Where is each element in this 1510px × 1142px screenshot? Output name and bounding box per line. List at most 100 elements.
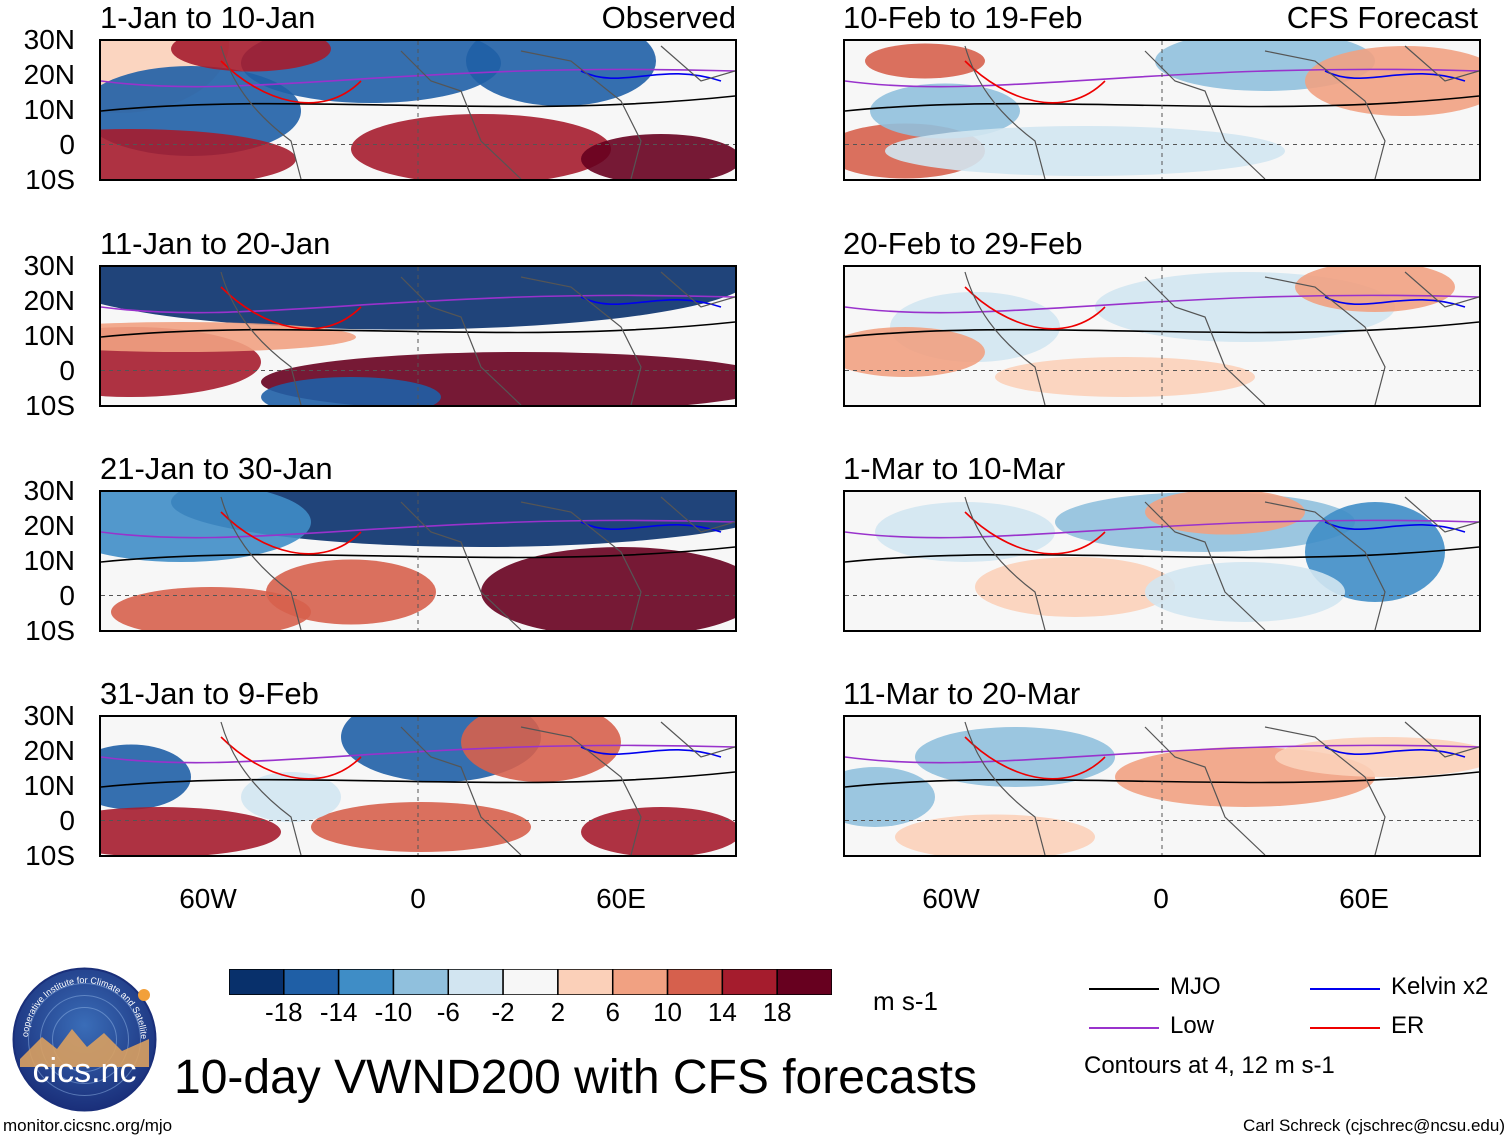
legend-line-er [1310, 1027, 1380, 1029]
colorbar-box [721, 969, 778, 995]
logo-ring-text: Cooperative Institute for Climate and Sa… [12, 967, 149, 1039]
contour-note: Contours at 4, 12 m s-1 [1084, 1052, 1335, 1079]
map-field [99, 265, 737, 407]
legend-label-kelvin: Kelvin x2 [1391, 973, 1489, 1000]
anomaly-region [581, 807, 735, 855]
contour-line [964, 736, 1106, 780]
colorbar-tick-label: -14 [319, 997, 358, 1027]
contour-line [1324, 521, 1466, 533]
contour-line [580, 296, 722, 308]
legend-line-mjo [1089, 988, 1159, 990]
column-label-forecast: CFS Forecast [1286, 0, 1478, 35]
anomaly-region [885, 126, 1285, 176]
map-field [99, 715, 737, 857]
legend-label-low: Low [1170, 1012, 1215, 1039]
contour-line [220, 511, 362, 555]
contour-line [580, 521, 722, 533]
chart-title: 10-day VWND200 with CFS forecasts [174, 1051, 977, 1104]
contour-line [964, 60, 1106, 104]
map-field [843, 39, 1481, 181]
contour-line [220, 286, 362, 330]
logo-text: cics.nc [32, 1052, 137, 1090]
panel-title: 11-Jan to 20-Jan [100, 226, 331, 261]
y-tick-label: 10N [23, 545, 75, 576]
anomaly-region [895, 814, 1095, 855]
colorbar-tick-label: -2 [491, 997, 515, 1027]
colorbar-box [229, 969, 285, 995]
contour-line [845, 321, 1479, 338]
x-tick-label: 0 [1153, 883, 1169, 914]
y-tick-label: 0 [59, 355, 75, 386]
panel-title: 21-Jan to 30-Jan [100, 451, 333, 486]
anomaly-region [311, 802, 531, 852]
anomaly-region [995, 357, 1255, 397]
legend-label-mjo: MJO [1170, 973, 1221, 1000]
contour-line [964, 286, 1106, 330]
y-tick-label: 30N [23, 700, 75, 731]
contour-line [1324, 296, 1466, 308]
anomaly-region [101, 807, 281, 855]
contour-line [101, 294, 735, 314]
colorbar-box [283, 969, 340, 995]
colorbar-tick-label: 14 [707, 997, 737, 1027]
y-tick-label: 10S [25, 840, 75, 871]
colorbar-tick-label: -6 [436, 997, 460, 1027]
footer-url: monitor.cicsnc.org/mjo [3, 1116, 173, 1135]
anomaly-region [261, 377, 441, 405]
anomaly-region [101, 129, 296, 179]
x-tick-label: 0 [410, 883, 426, 914]
colorbar-box [776, 969, 832, 995]
cics-logo: cics.nc Cooperative Institute for Climat… [12, 967, 157, 1112]
contour-line [101, 321, 735, 338]
anomaly-region [875, 502, 1055, 562]
colorbar-tick-label: -10 [374, 997, 413, 1027]
colorbar-tick-label: -18 [265, 997, 303, 1027]
map-field [99, 490, 737, 632]
anomaly-region [466, 41, 656, 106]
map-field [99, 39, 737, 181]
x-tick-label: 60E [596, 883, 646, 914]
svg-text:Cooperative Institute for Clim: Cooperative Institute for Climate and Sa… [12, 967, 149, 1039]
colorbar-box [666, 969, 724, 995]
coastline [220, 45, 735, 179]
anomaly-region [351, 114, 611, 179]
contour-line [845, 294, 1479, 314]
y-tick-label: 10S [25, 615, 75, 646]
contour-line [845, 519, 1479, 539]
contour-line [580, 70, 722, 82]
coastline [964, 496, 1479, 630]
contour-line [1324, 70, 1466, 82]
contour-line [845, 546, 1479, 563]
contour-line [101, 95, 735, 112]
anomaly-region [101, 744, 191, 810]
contour-line [845, 744, 1479, 764]
colorbar-box [447, 969, 504, 995]
column-label-observed: Observed [601, 0, 736, 35]
contour-line [101, 744, 735, 764]
y-tick-label: 0 [59, 580, 75, 611]
anomaly-region [101, 267, 735, 330]
x-tick-label: 60W [922, 883, 980, 914]
x-tick-label: 60E [1339, 883, 1389, 914]
colorbar-tick-label: 2 [550, 997, 566, 1027]
y-tick-label: 20N [23, 735, 75, 766]
coastline [964, 721, 1479, 855]
anomaly-region [1305, 46, 1479, 116]
map-field [843, 490, 1481, 632]
colorbar-box [392, 969, 450, 995]
panel-title: 31-Jan to 9-Feb [100, 676, 319, 711]
y-tick-label: 20N [23, 59, 75, 90]
contour-line [845, 68, 1479, 88]
legend-label-er: ER [1391, 1012, 1425, 1039]
anomaly-region [581, 134, 735, 179]
coastline [220, 496, 735, 630]
map-field [843, 265, 1481, 407]
contour-line [101, 68, 735, 88]
colorbar-units: m s-1 [873, 986, 938, 1016]
anomaly-region [865, 43, 985, 79]
anomaly-region [870, 83, 1020, 139]
anomaly-region [915, 727, 1115, 787]
colorbar-box [502, 969, 559, 995]
footer-credit: Carl Schreck (cjschrec@ncsu.edu) [1243, 1116, 1505, 1135]
anomaly-region [1145, 492, 1305, 535]
